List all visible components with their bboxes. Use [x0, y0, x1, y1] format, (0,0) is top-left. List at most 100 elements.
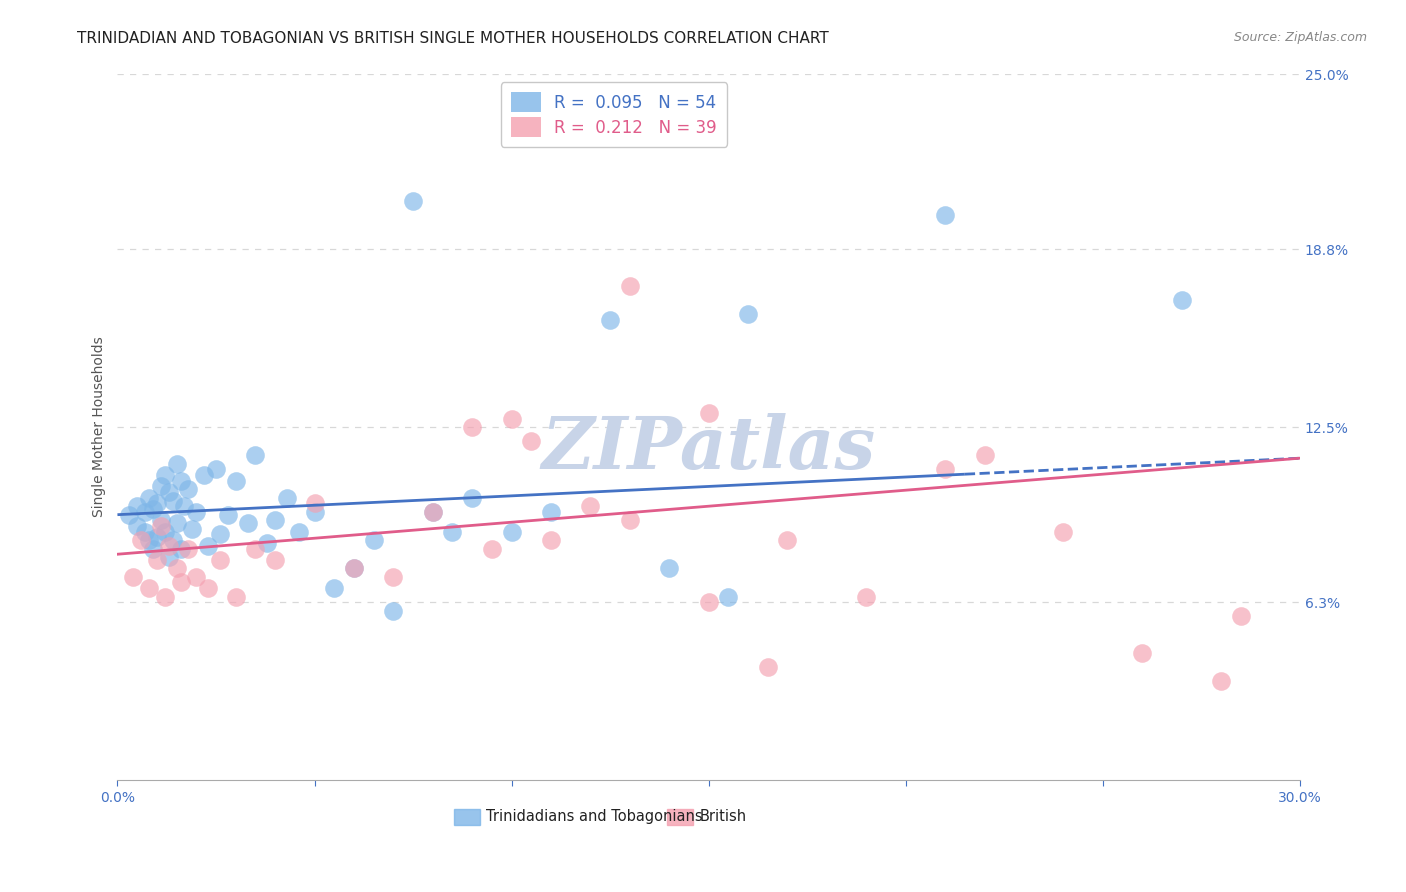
Point — [1170, 293, 1192, 307]
Point — [934, 208, 956, 222]
Point — [197, 539, 219, 553]
Point — [619, 278, 641, 293]
Point — [501, 411, 523, 425]
Point — [697, 406, 720, 420]
Point — [540, 505, 562, 519]
Point — [205, 462, 228, 476]
Point — [208, 527, 231, 541]
Point — [138, 491, 160, 505]
Point — [149, 513, 172, 527]
Point — [153, 590, 176, 604]
Point — [245, 541, 267, 556]
Point — [169, 575, 191, 590]
Point — [287, 524, 309, 539]
Point — [127, 519, 149, 533]
Point — [186, 505, 208, 519]
Text: ZIPatlas: ZIPatlas — [541, 413, 876, 483]
Point — [236, 516, 259, 530]
Point — [697, 595, 720, 609]
Point — [363, 533, 385, 547]
Legend: R =  0.095   N = 54, R =  0.212   N = 39: R = 0.095 N = 54, R = 0.212 N = 39 — [501, 82, 727, 146]
Point — [304, 496, 326, 510]
Point — [343, 561, 366, 575]
Point — [579, 499, 602, 513]
Point — [973, 448, 995, 462]
Point — [658, 561, 681, 575]
Point — [181, 522, 204, 536]
Point — [256, 536, 278, 550]
Point — [737, 307, 759, 321]
Point — [173, 499, 195, 513]
Point — [129, 533, 152, 547]
Point — [323, 581, 346, 595]
Point — [166, 516, 188, 530]
Point — [142, 541, 165, 556]
Point — [186, 570, 208, 584]
Point — [134, 505, 156, 519]
Point — [520, 434, 543, 449]
Point — [461, 491, 484, 505]
Point — [402, 194, 425, 208]
Point — [1052, 524, 1074, 539]
Point — [142, 502, 165, 516]
Point — [127, 499, 149, 513]
Point — [134, 524, 156, 539]
Point — [146, 496, 169, 510]
Point — [245, 448, 267, 462]
Point — [149, 479, 172, 493]
Point — [122, 570, 145, 584]
Point — [118, 508, 141, 522]
Point — [599, 312, 621, 326]
Point — [146, 530, 169, 544]
Point — [138, 533, 160, 547]
Point — [540, 533, 562, 547]
Point — [441, 524, 464, 539]
Point — [776, 533, 799, 547]
Point — [177, 482, 200, 496]
Y-axis label: Single Mother Households: Single Mother Households — [93, 337, 107, 517]
Point — [208, 553, 231, 567]
Point — [1229, 609, 1251, 624]
Point — [461, 420, 484, 434]
Point — [162, 533, 184, 547]
Point — [146, 553, 169, 567]
Point — [1130, 646, 1153, 660]
Point — [157, 485, 180, 500]
Point — [157, 549, 180, 564]
Text: TRINIDADIAN AND TOBAGONIAN VS BRITISH SINGLE MOTHER HOUSEHOLDS CORRELATION CHART: TRINIDADIAN AND TOBAGONIAN VS BRITISH SI… — [77, 31, 830, 46]
Point — [197, 581, 219, 595]
Point — [193, 468, 215, 483]
Point — [717, 590, 740, 604]
Point — [153, 524, 176, 539]
Point — [422, 505, 444, 519]
Point — [153, 468, 176, 483]
Point — [169, 541, 191, 556]
Bar — [668, 809, 693, 825]
Point — [225, 474, 247, 488]
Point — [934, 462, 956, 476]
Point — [619, 513, 641, 527]
Point — [138, 581, 160, 595]
Text: Trinidadians and Tobagonians: Trinidadians and Tobagonians — [486, 809, 703, 824]
Point — [855, 590, 877, 604]
Point — [149, 519, 172, 533]
Point — [264, 553, 287, 567]
Point — [264, 513, 287, 527]
Point — [162, 493, 184, 508]
Point — [382, 604, 405, 618]
Point — [756, 660, 779, 674]
Point — [169, 474, 191, 488]
Point — [343, 561, 366, 575]
Text: British: British — [699, 809, 747, 824]
Point — [1209, 674, 1232, 689]
Point — [177, 541, 200, 556]
Point — [276, 491, 298, 505]
Point — [481, 541, 503, 556]
Point — [501, 524, 523, 539]
Point — [422, 505, 444, 519]
Text: Source: ZipAtlas.com: Source: ZipAtlas.com — [1233, 31, 1367, 45]
Point — [166, 457, 188, 471]
Point — [382, 570, 405, 584]
Point — [217, 508, 239, 522]
Point — [166, 561, 188, 575]
